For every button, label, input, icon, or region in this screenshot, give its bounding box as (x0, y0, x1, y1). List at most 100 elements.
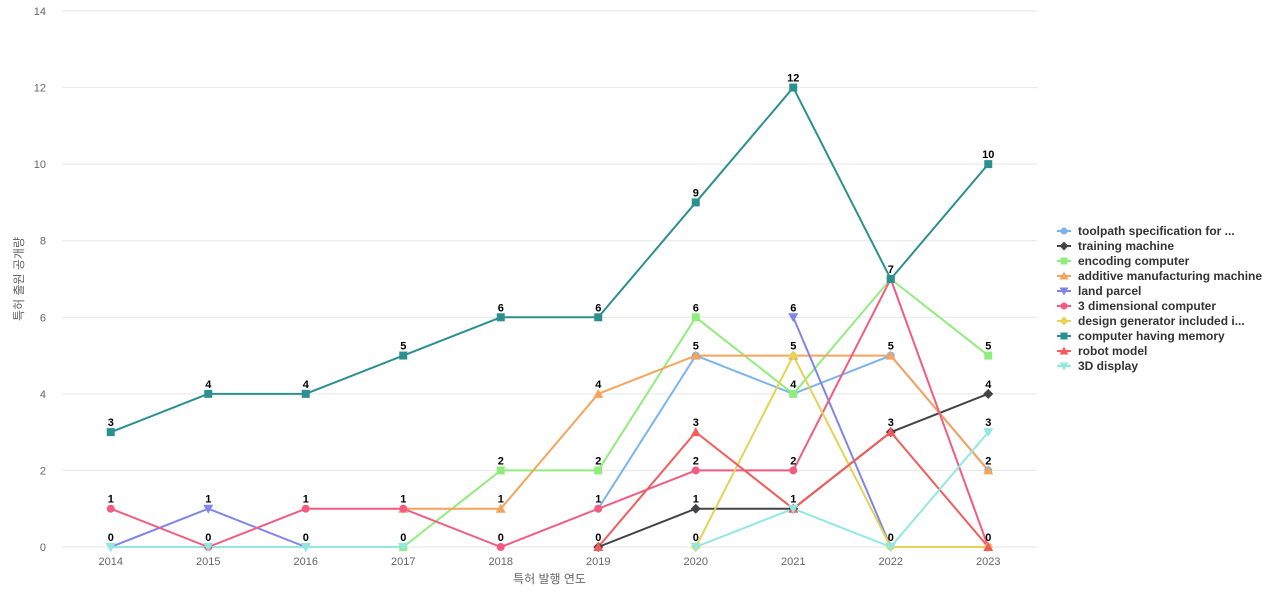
series-point-additive-manufacturing-machine-2022 (885, 350, 896, 360)
legend-item-training-machine[interactable]: training machine (1078, 239, 1174, 253)
legend-marker-additive-manufacturing-machine (1059, 271, 1069, 280)
legend-marker-robot-model (1059, 346, 1069, 355)
data-label: 1 (693, 494, 699, 506)
series-point-computer-having-memory-2018 (496, 313, 505, 322)
data-label: 2 (498, 455, 504, 467)
data-label: 1 (400, 494, 406, 506)
data-label: 5 (985, 341, 991, 353)
series-point-3d-display-2020 (690, 543, 701, 552)
series-point-computer-having-memory-2016 (301, 389, 310, 398)
x-tick-label-2018: 2018 (489, 556, 513, 568)
data-label: 2 (693, 455, 699, 467)
data-label: 1 (108, 494, 114, 506)
series-point-3-dimensional-computer-2016 (301, 504, 310, 513)
series-point-3-dimensional-computer-2019 (594, 504, 603, 513)
data-label: 2 (790, 455, 796, 467)
series-point-computer-having-memory-2022 (886, 275, 895, 283)
series-line-3-dimensional-computer (110, 278, 990, 548)
series-point-computer-having-memory-2015 (204, 389, 213, 398)
legend-item-additive-manufacturing-machine[interactable]: additive manufacturing machine (1078, 269, 1262, 283)
series-point-robot-model-2023 (983, 542, 994, 551)
legend-marker-computer-having-memory (1060, 332, 1068, 340)
y-tick-label: 12 (34, 83, 46, 95)
data-label: 5 (693, 341, 699, 353)
series-point-computer-having-memory-2020 (691, 198, 700, 207)
series-point-robot-model-2020 (690, 427, 701, 437)
x-tick-label-2020: 2020 (684, 556, 708, 568)
data-label: 2 (985, 455, 991, 467)
series-point-land-parcel-2021 (788, 313, 799, 323)
series-point-3d-display-2016 (300, 543, 311, 552)
legend-item-design-generator-included-i[interactable]: design generator included i... (1078, 314, 1245, 328)
data-label: 4 (303, 379, 310, 391)
series-point-computer-having-memory-2019 (594, 313, 603, 322)
data-label: 3 (108, 417, 114, 429)
legend-marker-3d-display (1059, 362, 1069, 371)
y-tick-label: 2 (40, 465, 46, 477)
data-label: 0 (205, 532, 211, 544)
series-point-robot-model-2022 (885, 427, 896, 437)
x-tick-label-2014: 2014 (99, 556, 123, 568)
legend-item-toolpath-specification-for[interactable]: toolpath specification for ... (1078, 224, 1235, 238)
series-point-3-dimensional-computer-2018 (496, 543, 505, 551)
y-tick-label: 14 (34, 6, 46, 18)
x-tick-label-2022: 2022 (879, 556, 903, 568)
data-label: 1 (595, 494, 601, 506)
series-point-design-generator-included-i-2021 (788, 350, 799, 361)
series-point-3-dimensional-computer-2017 (399, 504, 408, 513)
data-label: 7 (888, 264, 894, 276)
legend-item-robot-model[interactable]: robot model (1078, 344, 1147, 358)
data-label: 4 (205, 379, 212, 391)
y-tick-label: 10 (34, 159, 46, 171)
data-label: 1 (498, 494, 504, 506)
series-point-3d-display-2023 (983, 428, 994, 438)
data-label: 3 (985, 417, 991, 429)
data-label: 6 (498, 302, 504, 314)
legend-item-computer-having-memory[interactable]: computer having memory (1078, 329, 1225, 343)
legend-item-3-dimensional-computer[interactable]: 3 dimensional computer (1078, 299, 1216, 313)
legend-marker-encoding-computer (1060, 257, 1068, 265)
data-label: 0 (400, 532, 406, 544)
series-line-land-parcel (792, 316, 892, 548)
series-point-encoding-computer-2019 (594, 466, 603, 475)
series-point-encoding-computer-2023 (984, 351, 993, 360)
x-tick-label-2017: 2017 (391, 556, 415, 568)
legend-item-encoding-computer[interactable]: encoding computer (1078, 254, 1190, 268)
series-point-computer-having-memory-2021 (789, 83, 798, 92)
series-line-computer-having-memory (110, 86, 990, 434)
data-label: 2 (595, 455, 601, 467)
data-label: 4 (595, 379, 602, 391)
data-label: 5 (400, 341, 406, 353)
series-point-additive-manufacturing-machine-2019 (593, 388, 604, 398)
legend: toolpath specification for ...training m… (1057, 224, 1262, 373)
series-point-computer-having-memory-2014 (106, 428, 115, 437)
x-axis-title: 특허 발행 연도 (513, 571, 586, 586)
legend-marker-land-parcel (1059, 287, 1069, 296)
y-tick-label: 6 (40, 312, 46, 324)
legend-item-land-parcel[interactable]: land parcel (1078, 284, 1141, 298)
legend-marker-toolpath-specification-for (1060, 227, 1068, 235)
y-tick-label: 0 (40, 542, 46, 554)
series-point-robot-model-2019 (593, 542, 604, 551)
series-line-design-generator-included-i (694, 354, 989, 548)
series-point-additive-manufacturing-machine-2020 (690, 350, 701, 360)
marker-layer (105, 83, 994, 552)
series-point-additive-manufacturing-machine-2018 (495, 503, 506, 513)
x-tick-label-2015: 2015 (196, 556, 220, 568)
data-label: 5 (790, 341, 796, 353)
x-tick-label-2019: 2019 (586, 556, 610, 568)
data-label: 10 (982, 149, 994, 161)
series-point-3-dimensional-computer-2020 (691, 466, 700, 475)
data-label: 9 (693, 187, 699, 199)
data-label: 1 (303, 494, 309, 506)
x-tick-label-2021: 2021 (781, 556, 805, 568)
legend-item-3d-display[interactable]: 3D display (1078, 359, 1138, 373)
series-point-computer-having-memory-2017 (399, 351, 408, 360)
x-tick-label-2016: 2016 (294, 556, 318, 568)
data-label: 0 (595, 532, 601, 544)
series-point-computer-having-memory-2023 (984, 160, 993, 169)
series-point-encoding-computer-2020 (691, 313, 700, 322)
y-tick-label: 4 (40, 389, 46, 401)
